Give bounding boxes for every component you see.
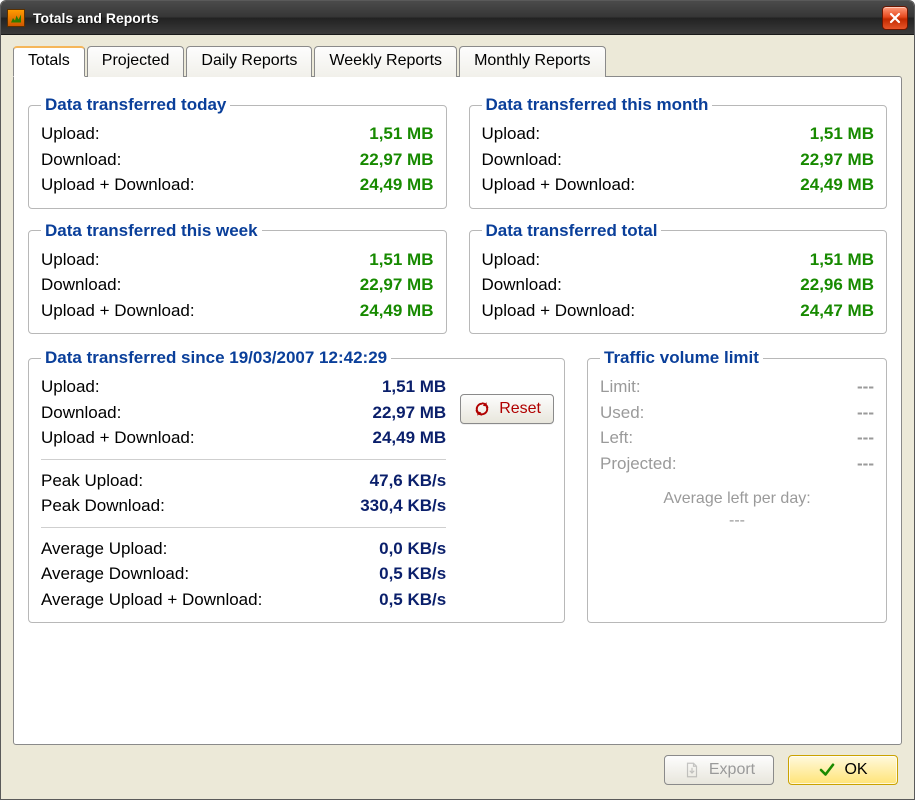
label-avg-upload: Average Upload: <box>41 536 167 562</box>
client-area: Totals Projected Daily Reports Weekly Re… <box>1 35 914 799</box>
label-upload: Upload: <box>41 247 100 273</box>
group-week: Data transferred this week Upload: 1,51 M… <box>28 221 447 335</box>
label-limit: Limit: <box>600 374 641 400</box>
value-week-download: 22,97 MB <box>360 272 434 298</box>
label-upload: Upload: <box>482 247 541 273</box>
value-overall-upload: 1,51 MB <box>810 247 874 273</box>
value-overall-total: 24,47 MB <box>800 298 874 324</box>
value-today-download: 22,97 MB <box>360 147 434 173</box>
separator <box>41 527 446 528</box>
value-today-upload: 1,51 MB <box>369 121 433 147</box>
value-month-download: 22,97 MB <box>800 147 874 173</box>
tab-label: Daily Reports <box>201 52 297 69</box>
window-title: Totals and Reports <box>33 10 882 26</box>
tab-label: Weekly Reports <box>329 52 442 69</box>
export-button[interactable]: Export <box>664 755 774 785</box>
value-left: --- <box>857 425 874 451</box>
app-icon <box>7 9 25 27</box>
value-since-upload: 1,51 MB <box>382 374 446 400</box>
label-total: Upload + Download: <box>41 425 195 451</box>
export-label: Export <box>709 761 755 779</box>
value-week-total: 24,49 MB <box>360 298 434 324</box>
tab-monthly-reports[interactable]: Monthly Reports <box>459 46 606 77</box>
group-since: Data transferred since 19/03/2007 12:42:… <box>28 348 565 623</box>
value-month-upload: 1,51 MB <box>810 121 874 147</box>
tab-projected[interactable]: Projected <box>87 46 185 77</box>
ok-label: OK <box>844 761 867 779</box>
label-total: Upload + Download: <box>41 172 195 198</box>
titlebar[interactable]: Totals and Reports <box>1 1 914 35</box>
label-total: Upload + Download: <box>482 172 636 198</box>
tab-label: Totals <box>28 52 70 69</box>
label-used: Used: <box>600 400 644 426</box>
export-icon <box>683 761 701 779</box>
label-upload: Upload: <box>482 121 541 147</box>
group-title: Data transferred since 19/03/2007 12:42:… <box>41 348 391 368</box>
group-traffic-limit: Traffic volume limit Limit:--- Used:--- … <box>587 348 887 623</box>
value-overall-download: 22,96 MB <box>800 272 874 298</box>
label-total: Upload + Download: <box>41 298 195 324</box>
ok-button[interactable]: OK <box>788 755 898 785</box>
label-download: Download: <box>41 272 121 298</box>
tab-weekly-reports[interactable]: Weekly Reports <box>314 46 457 77</box>
group-title: Data transferred this week <box>41 221 262 241</box>
tab-label: Projected <box>102 52 170 69</box>
tab-strip: Totals Projected Daily Reports Weekly Re… <box>13 45 902 76</box>
label-peak-download: Peak Download: <box>41 493 165 519</box>
value-peak-upload: 47,6 KB/s <box>370 468 447 494</box>
value-avg-download: 0,5 KB/s <box>379 561 446 587</box>
tab-label: Monthly Reports <box>474 52 591 69</box>
label-avg-left: Average left per day: <box>663 490 810 507</box>
label-projected: Projected: <box>600 451 677 477</box>
value-since-total: 24,49 MB <box>373 425 447 451</box>
label-download: Download: <box>482 272 562 298</box>
value-avg-total: 0,5 KB/s <box>379 587 446 613</box>
label-upload: Upload: <box>41 121 100 147</box>
tab-totals[interactable]: Totals <box>13 46 85 77</box>
value-today-total: 24,49 MB <box>360 172 434 198</box>
label-avg-download: Average Download: <box>41 561 189 587</box>
label-download: Download: <box>482 147 562 173</box>
separator <box>41 459 446 460</box>
value-week-upload: 1,51 MB <box>369 247 433 273</box>
label-download: Download: <box>41 147 121 173</box>
reset-label: Reset <box>499 400 541 418</box>
group-overall: Data transferred total Upload: 1,51 MB Do… <box>469 221 888 335</box>
footer: Export OK <box>13 745 902 787</box>
tabpage-totals: Data transferred today Upload: 1,51 MB Do… <box>13 76 902 745</box>
group-title: Traffic volume limit <box>600 348 763 368</box>
window-frame: Totals and Reports Totals Projected Dail… <box>0 0 915 800</box>
reset-button[interactable]: Reset <box>460 394 554 424</box>
value-used: --- <box>857 400 874 426</box>
label-avg-total: Average Upload + Download: <box>41 587 262 613</box>
value-limit: --- <box>857 374 874 400</box>
value-avg-left: --- <box>729 512 745 529</box>
group-today: Data transferred today Upload: 1,51 MB Do… <box>28 95 447 209</box>
value-projected: --- <box>857 451 874 477</box>
value-since-download: 22,97 MB <box>373 400 447 426</box>
avg-left-per-day: Average left per day: --- <box>600 488 874 533</box>
close-icon <box>889 12 901 24</box>
label-total: Upload + Download: <box>482 298 636 324</box>
label-download: Download: <box>41 400 121 426</box>
group-title: Data transferred today <box>41 95 230 115</box>
refresh-icon <box>473 400 491 418</box>
close-button[interactable] <box>882 6 908 30</box>
check-icon <box>818 761 836 779</box>
value-month-total: 24,49 MB <box>800 172 874 198</box>
group-title: Data transferred total <box>482 221 662 241</box>
group-month: Data transferred this month Upload: 1,51 … <box>469 95 888 209</box>
value-peak-download: 330,4 KB/s <box>360 493 446 519</box>
label-left: Left: <box>600 425 633 451</box>
group-title: Data transferred this month <box>482 95 713 115</box>
label-upload: Upload: <box>41 374 100 400</box>
value-avg-upload: 0,0 KB/s <box>379 536 446 562</box>
tab-daily-reports[interactable]: Daily Reports <box>186 46 312 77</box>
label-peak-upload: Peak Upload: <box>41 468 143 494</box>
